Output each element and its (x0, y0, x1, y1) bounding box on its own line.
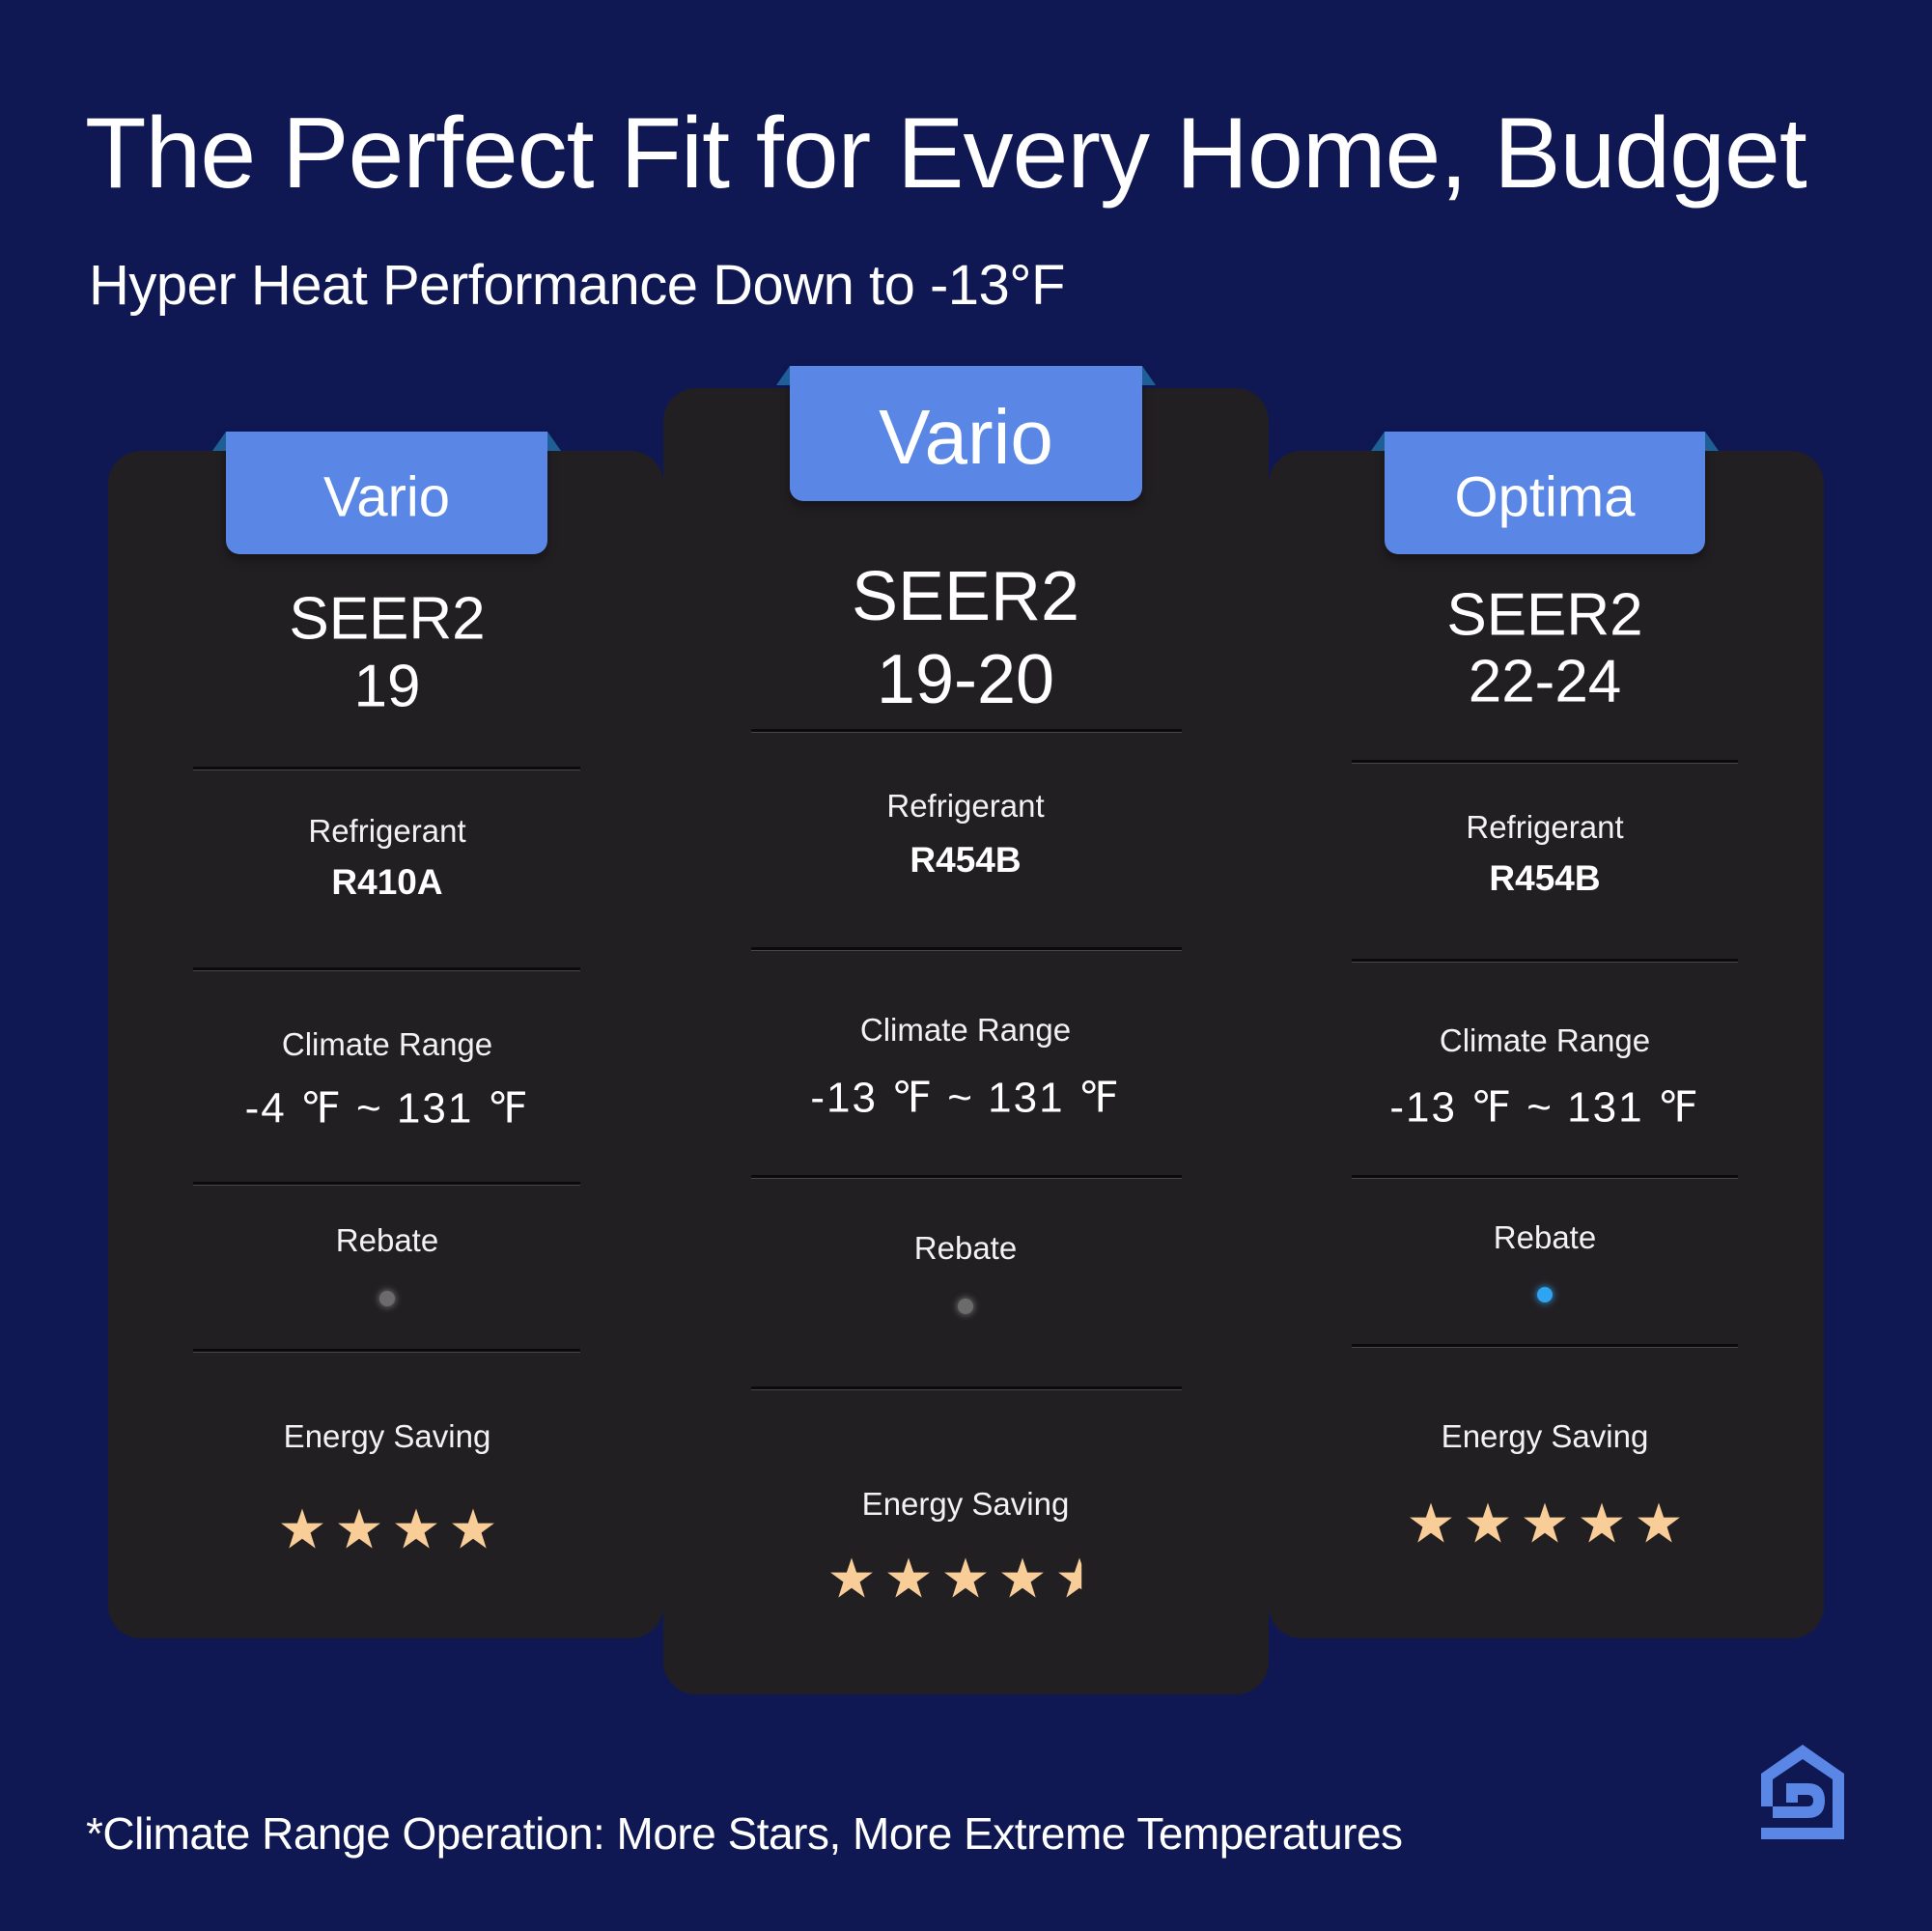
climate-range-label: Climate Range (281, 1026, 493, 1062)
product-name: Vario (322, 465, 451, 528)
refrigerant-label: Refrigerant (1466, 809, 1624, 845)
climate-range-value: -13 ℉ ~ 131 ℉ (1389, 1083, 1700, 1132)
star-icon (1001, 1557, 1044, 1604)
product-card (663, 388, 1269, 1694)
page-title: The Perfect Fit for Every Home, Budget (85, 98, 1807, 210)
refrigerant-label: Refrigerant (308, 813, 466, 849)
star-icon (830, 1557, 873, 1604)
half-star-icon (1058, 1558, 1101, 1604)
divider (1352, 760, 1738, 764)
star-icon (1467, 1502, 1509, 1549)
divider (751, 1175, 1182, 1179)
refrigerant-value: R410A (331, 862, 443, 902)
divider (1352, 1175, 1738, 1179)
star-icon (1524, 1502, 1566, 1549)
energy-saving-label: Energy Saving (1441, 1418, 1649, 1454)
star-icon (394, 1508, 437, 1554)
seer-label: SEER2 (289, 585, 486, 653)
refrigerant-label: Refrigerant (886, 788, 1045, 824)
page-subtitle: Hyper Heat Performance Down to -13°F (89, 254, 1065, 317)
divider (193, 1182, 580, 1186)
product-card (108, 451, 663, 1638)
climate-range-value: -13 ℉ ~ 131 ℉ (810, 1074, 1121, 1122)
star-icon (944, 1557, 987, 1604)
footnote: *Climate Range Operation: More Stars, Mo… (86, 1808, 1403, 1859)
star-icon (887, 1557, 930, 1604)
star-icon (1581, 1502, 1623, 1549)
seer-value: 22-24 (1468, 648, 1622, 715)
rebate-label: Rebate (335, 1222, 439, 1258)
divider (751, 1386, 1182, 1390)
divider (1352, 1344, 1738, 1348)
star-icon (280, 1508, 323, 1554)
seer-value: 19-20 (876, 641, 1055, 718)
divider (751, 947, 1182, 951)
climate-range-label: Climate Range (1439, 1022, 1651, 1058)
rebate-label: Rebate (913, 1230, 1018, 1266)
seer-label: SEER2 (851, 558, 1080, 635)
divider (1352, 959, 1738, 963)
product-tab (1371, 432, 1719, 554)
star-icon (1410, 1502, 1452, 1549)
climate-range-label: Climate Range (859, 1012, 1072, 1048)
product-name: Optima (1454, 465, 1636, 528)
energy-saving-label: Energy Saving (861, 1486, 1070, 1522)
product-name: Vario (879, 394, 1053, 480)
climate-range-value: -4 ℉ ~ 131 ℉ (244, 1084, 530, 1133)
energy-saving-label: Energy Saving (283, 1418, 491, 1454)
divider (751, 729, 1182, 733)
star-icon (337, 1508, 380, 1554)
refrigerant-value: R454B (910, 840, 1022, 880)
divider (193, 1349, 580, 1353)
house-d-logo-icon (1761, 1745, 1844, 1839)
rebate-indicator-icon (958, 1299, 973, 1314)
seer-label: SEER2 (1446, 581, 1643, 649)
rebate-label: Rebate (1493, 1219, 1597, 1255)
product-tab (212, 432, 561, 554)
rebate-indicator-icon (1537, 1287, 1553, 1302)
divider (193, 767, 580, 770)
product-card (1269, 451, 1824, 1638)
seer-value: 19 (353, 653, 421, 720)
star-icon (1638, 1502, 1680, 1549)
rebate-indicator-icon (379, 1291, 395, 1306)
divider (193, 967, 580, 971)
star-icon (451, 1508, 494, 1554)
product-tab (776, 366, 1156, 501)
refrigerant-value: R454B (1489, 858, 1601, 898)
